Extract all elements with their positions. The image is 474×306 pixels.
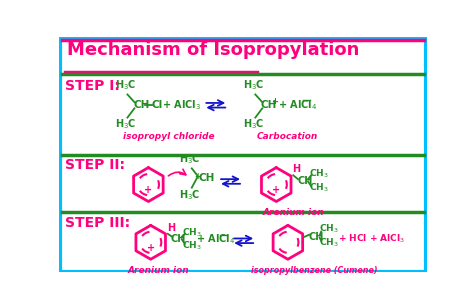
Text: CH$_3$: CH$_3$ <box>319 236 338 248</box>
Text: isopropylbenzene (Cumene): isopropylbenzene (Cumene) <box>251 266 378 275</box>
Text: isopropyl chloride: isopropyl chloride <box>123 132 214 141</box>
Text: H: H <box>167 223 175 233</box>
Text: +: + <box>194 172 201 181</box>
Text: + AlCl$_3$: + AlCl$_3$ <box>162 98 201 112</box>
Text: +: + <box>146 243 155 253</box>
Text: +: + <box>272 97 279 106</box>
Text: H$_3$C: H$_3$C <box>115 78 137 92</box>
Text: Carbocation: Carbocation <box>257 132 318 141</box>
Text: H: H <box>292 164 301 174</box>
Text: CH: CH <box>261 100 277 110</box>
Text: + AlCl$_4$: + AlCl$_4$ <box>278 98 317 112</box>
Text: H$_3$C: H$_3$C <box>243 118 264 131</box>
Text: CH$_3$: CH$_3$ <box>182 226 201 239</box>
Text: + AlCl$_4$: + AlCl$_4$ <box>196 232 236 246</box>
Text: STEP I:: STEP I: <box>65 79 120 93</box>
Text: H$_3$C: H$_3$C <box>243 78 264 92</box>
Text: CH: CH <box>309 232 324 242</box>
Text: + HCl + AlCl$_3$: + HCl + AlCl$_3$ <box>338 233 405 245</box>
Text: Cl: Cl <box>152 100 163 110</box>
Text: +: + <box>272 185 280 195</box>
Text: CH$_3$: CH$_3$ <box>309 181 328 194</box>
Text: H$_3$C: H$_3$C <box>179 188 201 202</box>
Text: STEP II:: STEP II: <box>65 159 126 172</box>
Text: +: + <box>144 185 153 195</box>
Text: CH$_3$: CH$_3$ <box>319 223 338 236</box>
Text: CH$_3$: CH$_3$ <box>309 167 328 180</box>
Text: CH: CH <box>297 177 312 186</box>
Text: Mechanism of Isopropylation: Mechanism of Isopropylation <box>67 41 359 59</box>
Text: CH: CH <box>199 173 215 183</box>
FancyBboxPatch shape <box>60 38 426 271</box>
Text: CH: CH <box>134 100 150 110</box>
Text: Arenium ion: Arenium ion <box>262 208 324 217</box>
Text: H$_3$C: H$_3$C <box>115 118 137 131</box>
Text: CH: CH <box>171 234 186 244</box>
Text: H$_3$C: H$_3$C <box>179 152 201 166</box>
Text: Arenium ion: Arenium ion <box>128 266 189 275</box>
Text: STEP III:: STEP III: <box>65 216 130 230</box>
Text: CH$_3$: CH$_3$ <box>182 239 201 252</box>
